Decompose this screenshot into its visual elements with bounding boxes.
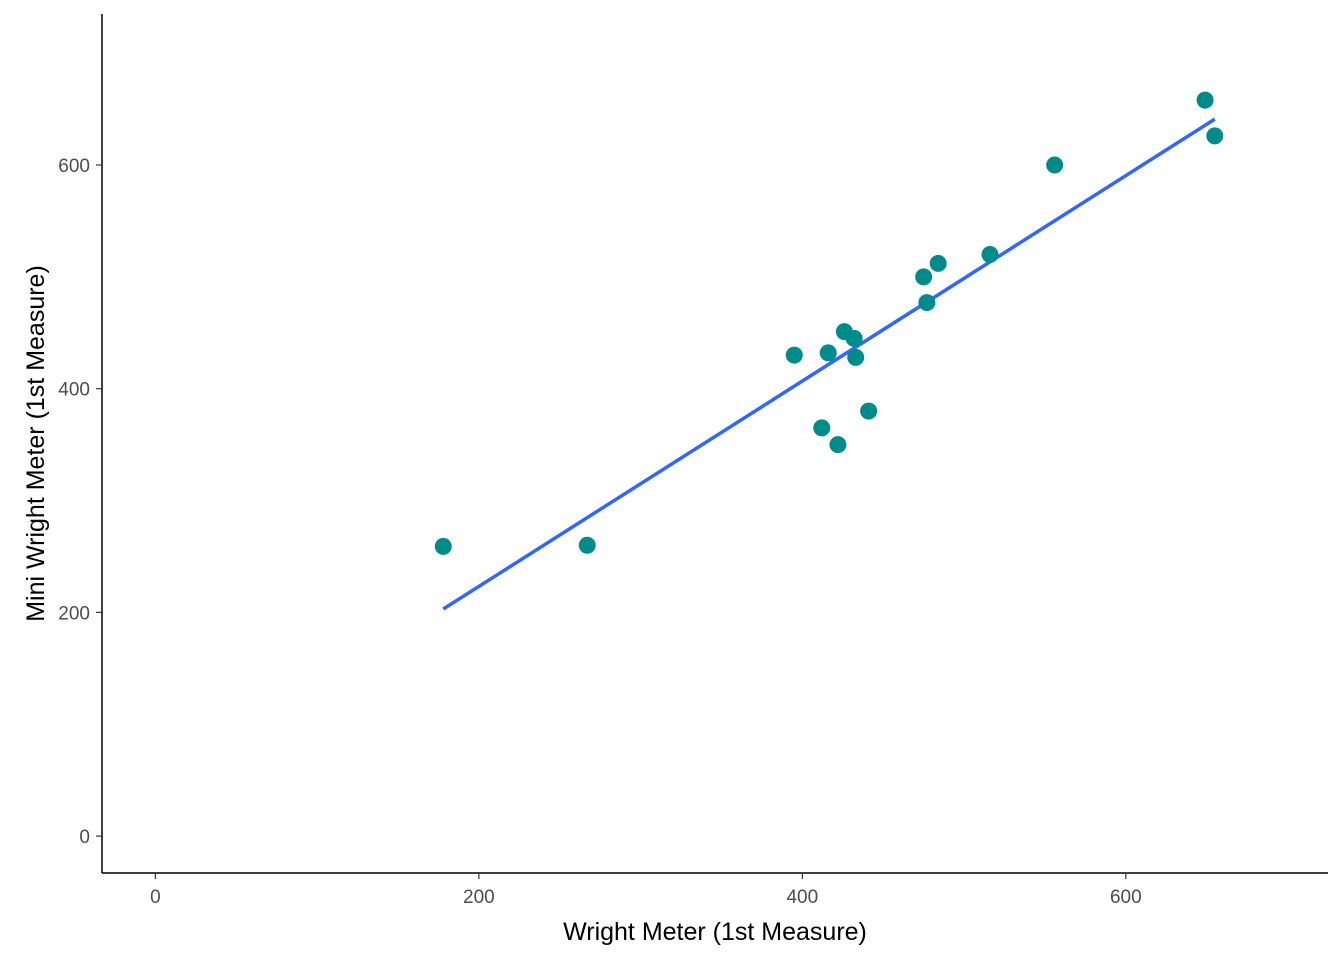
y-tick-label: 200 bbox=[58, 603, 90, 624]
scatter-point bbox=[829, 436, 847, 454]
scatter-point bbox=[981, 245, 999, 263]
x-axis-title: Wright Meter (1st Measure) bbox=[563, 918, 867, 946]
scatter-point bbox=[929, 254, 947, 272]
scatter-point bbox=[1196, 91, 1214, 109]
x-tick-label: 200 bbox=[463, 887, 495, 908]
x-tick-label: 600 bbox=[1110, 887, 1142, 908]
scatter-point bbox=[785, 346, 803, 364]
scatter-point bbox=[819, 344, 837, 362]
y-tick-label: 0 bbox=[79, 827, 90, 848]
regression-line bbox=[442, 117, 1216, 611]
y-axis-title: Mini Wright Meter (1st Measure) bbox=[22, 265, 50, 622]
scatter-point bbox=[915, 268, 933, 286]
scatter-point bbox=[578, 536, 596, 554]
scatter-point bbox=[1206, 127, 1224, 145]
scatter-point bbox=[845, 329, 863, 347]
axes: 0 200 400 600 0 200 400 600 bbox=[58, 14, 1328, 908]
scatter-point bbox=[918, 294, 936, 312]
scatter-point bbox=[813, 419, 831, 437]
x-tick-label: 0 bbox=[150, 887, 161, 908]
y-tick-label: 400 bbox=[58, 380, 90, 401]
y-tick-label: 600 bbox=[58, 156, 90, 177]
scatter-point bbox=[434, 537, 452, 555]
scatter-point bbox=[860, 402, 878, 420]
plot-area bbox=[434, 91, 1224, 611]
scatter-point bbox=[1046, 156, 1064, 174]
x-tick-label: 400 bbox=[786, 887, 818, 908]
scatter-point bbox=[847, 348, 865, 366]
